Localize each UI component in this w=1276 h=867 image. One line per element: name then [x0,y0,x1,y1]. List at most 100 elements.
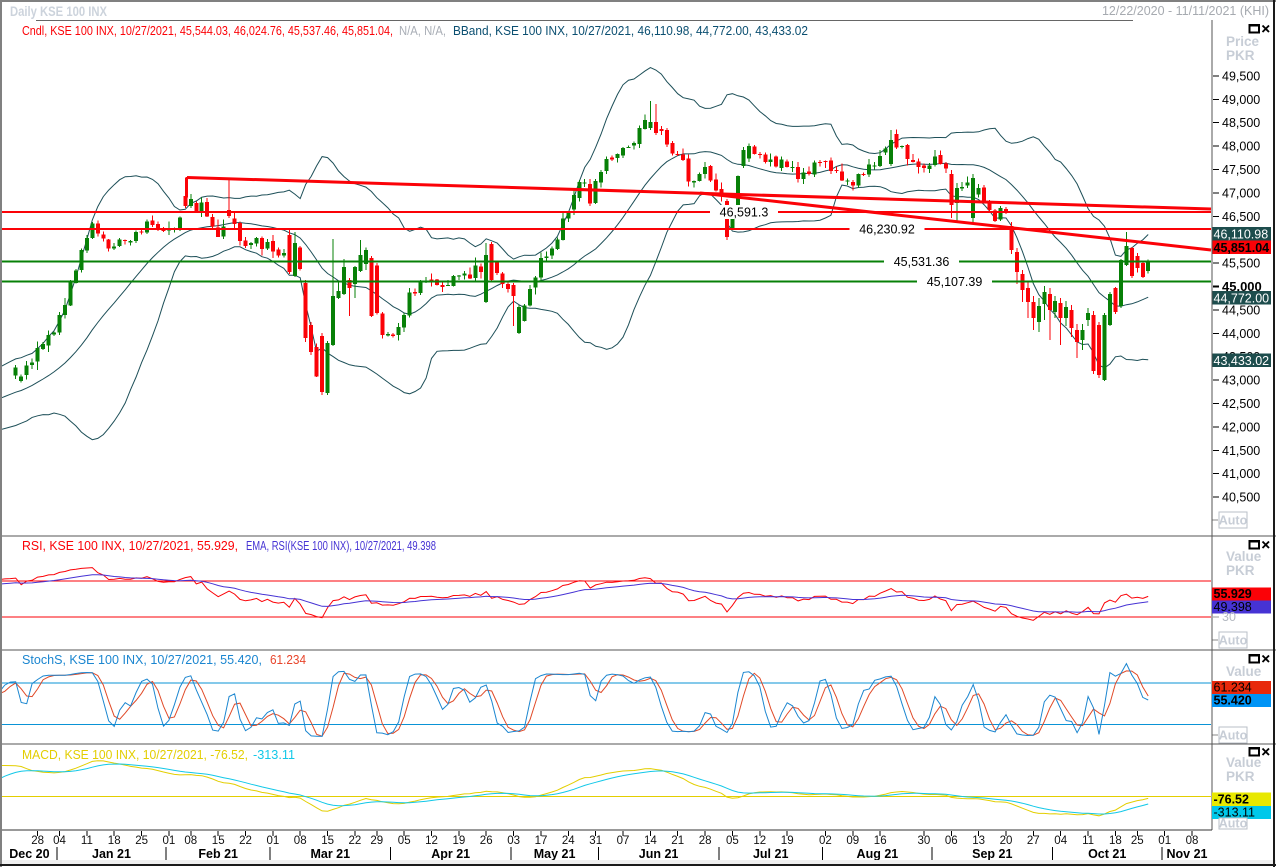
svg-text:Apr 21: Apr 21 [431,847,470,861]
svg-text:Jul 21: Jul 21 [753,847,788,861]
svg-text:55.929: 55.929 [1214,587,1252,601]
svg-text:46,591.3: 46,591.3 [720,206,769,220]
svg-text:-313.11: -313.11 [1214,806,1256,820]
svg-text:Value: Value [1226,549,1262,564]
svg-text:21: 21 [671,835,684,847]
svg-text:19: 19 [453,835,466,847]
svg-text:43,433.02: 43,433.02 [1214,354,1270,368]
svg-text:49,500: 49,500 [1222,69,1260,83]
svg-text:22: 22 [349,835,362,847]
svg-text:Oct 21: Oct 21 [1088,847,1126,861]
svg-text:61.234: 61.234 [270,653,306,667]
svg-text:StochS, KSE 100 INX, 10/27/20: StochS, KSE 100 INX, 10/27/2021, 55.420, [22,653,262,667]
svg-text:15: 15 [321,835,334,847]
svg-text:48,000: 48,000 [1222,140,1260,154]
svg-text:BBand, KSE 100 INX, 10/27/202: BBand, KSE 100 INX, 10/27/2021, 46,110.9… [453,24,808,38]
svg-text:May 21: May 21 [534,847,576,861]
svg-text:06: 06 [945,835,958,847]
svg-text:PKR: PKR [1226,769,1255,784]
svg-text:45,531.36: 45,531.36 [894,255,950,269]
svg-text:48,500: 48,500 [1222,116,1260,130]
svg-text:03: 03 [507,835,520,847]
svg-text:46,230.92: 46,230.92 [859,222,915,236]
svg-text:25: 25 [135,835,148,847]
svg-text:40,500: 40,500 [1222,491,1260,505]
svg-text:Jun 21: Jun 21 [639,847,679,861]
svg-text:11: 11 [81,835,93,847]
svg-text:46,110.98: 46,110.98 [1214,227,1269,241]
svg-text:26: 26 [480,835,493,847]
svg-text:Value: Value [1226,664,1262,679]
svg-text:07: 07 [617,835,630,847]
svg-text:47,500: 47,500 [1222,163,1260,177]
svg-text:04: 04 [1054,835,1067,847]
svg-text:01: 01 [267,835,280,847]
svg-text:Nov 21: Nov 21 [1167,847,1208,861]
svg-text:Mar 21: Mar 21 [310,847,350,861]
svg-text:18: 18 [1109,835,1122,847]
svg-text:29: 29 [370,835,383,847]
svg-text:Dec 20: Dec 20 [9,847,49,861]
svg-text:20: 20 [1000,835,1013,847]
svg-text:01: 01 [1158,835,1171,847]
svg-text:Daily KSE 100 INX: Daily KSE 100 INX [10,4,107,19]
svg-text:24: 24 [562,835,575,847]
svg-text:14: 14 [644,835,657,847]
svg-text:45,500: 45,500 [1222,257,1260,271]
svg-text:PKR: PKR [1226,48,1255,63]
svg-text:Auto: Auto [1219,514,1248,528]
svg-text:Sep 21: Sep 21 [972,847,1012,861]
svg-text:22: 22 [239,835,252,847]
svg-text:-76.52: -76.52 [1214,793,1249,807]
svg-text:19: 19 [781,835,794,847]
svg-text:42,000: 42,000 [1222,420,1260,434]
svg-text:43,000: 43,000 [1222,374,1260,388]
svg-text:45.000: 45.000 [1222,279,1262,294]
svg-text:-313.11: -313.11 [253,748,295,762]
svg-text:30: 30 [918,835,931,847]
svg-text:Auto: Auto [1219,729,1248,743]
svg-text:27: 27 [1027,835,1040,847]
svg-text:EMA, RSI(KSE 100 INX), 10/27/: EMA, RSI(KSE 100 INX), 10/27/2021, 49.39… [246,539,436,553]
svg-text:RSI, KSE 100 INX, 10/27/2021,: RSI, KSE 100 INX, 10/27/2021, 55.929, [22,539,238,553]
svg-text:47,000: 47,000 [1222,186,1260,200]
svg-text:Auto: Auto [1219,817,1248,831]
svg-text:Cndl, KSE 100 INX, 10/27/2021: Cndl, KSE 100 INX, 10/27/2021, 45,544.03… [22,24,393,38]
svg-text:25: 25 [1131,835,1144,847]
svg-text:09: 09 [846,835,859,847]
svg-text:17: 17 [535,835,548,847]
svg-text:12/22/2020 - 11/11/2021 (KHI): 12/22/2020 - 11/11/2021 (KHI) [1102,4,1269,18]
svg-text:46,500: 46,500 [1222,210,1260,224]
svg-text:01: 01 [163,835,176,847]
svg-text:11: 11 [1082,835,1094,847]
svg-text:12: 12 [753,835,766,847]
svg-text:N/A, N/A,: N/A, N/A, [399,24,446,38]
svg-text:Auto: Auto [1219,634,1248,648]
svg-text:31: 31 [589,835,602,847]
svg-text:02: 02 [819,835,832,847]
svg-text:08: 08 [294,835,307,847]
svg-text:41,000: 41,000 [1222,467,1260,481]
svg-text:13: 13 [972,835,985,847]
svg-text:12: 12 [425,835,438,847]
svg-text:04: 04 [53,835,66,847]
svg-text:28: 28 [31,835,44,847]
svg-text:18: 18 [108,835,121,847]
svg-text:45,851.04: 45,851.04 [1214,241,1270,255]
svg-text:Feb 21: Feb 21 [198,847,238,861]
svg-text:61.234: 61.234 [1214,681,1252,695]
svg-text:41,500: 41,500 [1222,444,1260,458]
svg-text:Value: Value [1226,755,1262,770]
svg-text:PKR: PKR [1226,563,1255,578]
svg-text:44,000: 44,000 [1222,327,1260,341]
svg-text:15: 15 [212,835,225,847]
svg-text:44,772.00: 44,772.00 [1214,291,1270,305]
svg-text:Jan 21: Jan 21 [92,847,131,861]
svg-text:16: 16 [874,835,887,847]
svg-text:08: 08 [184,835,197,847]
svg-text:28: 28 [699,835,712,847]
svg-text:42,500: 42,500 [1222,397,1260,411]
svg-text:44,500: 44,500 [1222,303,1260,317]
svg-text:Price: Price [1226,34,1260,49]
svg-text:05: 05 [398,835,411,847]
